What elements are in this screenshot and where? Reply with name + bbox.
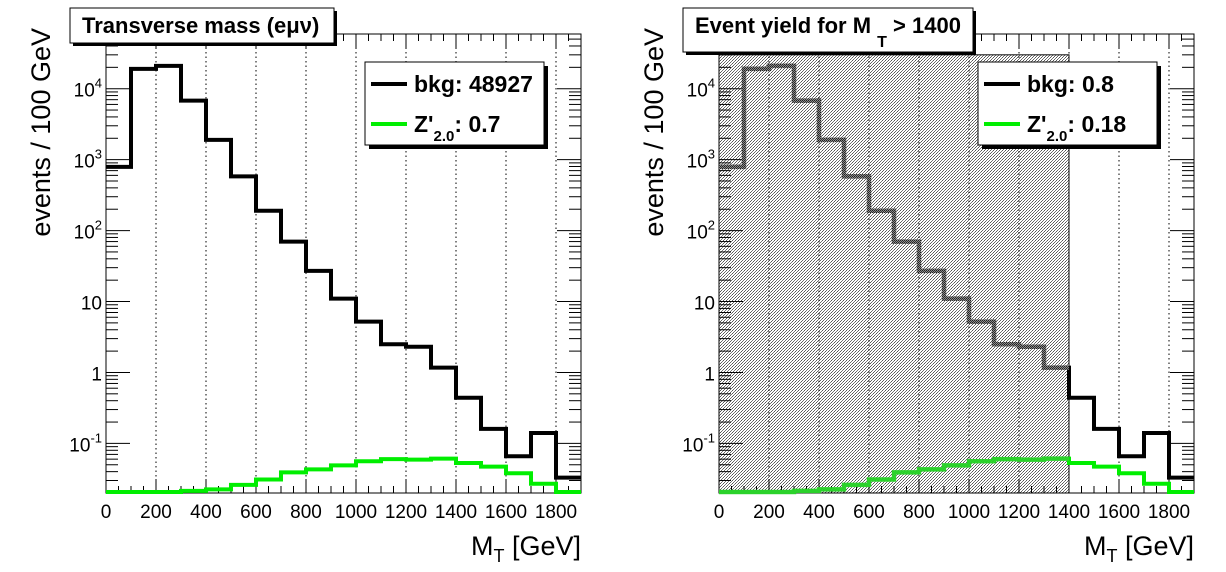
x-axis-title-unit: [GeV] <box>504 531 581 561</box>
y-tick-exponent: 2 <box>95 218 102 233</box>
y-tick-base: 10 <box>69 435 90 456</box>
y-tick-exponent: -1 <box>90 430 102 445</box>
y-tick-label: 102 <box>687 218 715 244</box>
y-tick-base: 1 <box>704 364 715 385</box>
x-tick-label: 1800 <box>535 502 577 523</box>
chart-title-sub: T <box>877 34 887 51</box>
y-tick-exponent: -1 <box>703 430 715 445</box>
legend-label: bkg: 0.8 <box>1027 71 1114 97</box>
histogram-shaded-overlay <box>719 456 1069 495</box>
legend-label-value: : 0.7 <box>454 111 500 137</box>
legend-label-name: Z' <box>1027 111 1047 137</box>
x-tick-label: 0 <box>101 502 112 523</box>
y-tick-label: 10-1 <box>682 430 715 456</box>
x-axis-title-sub: T <box>493 546 504 566</box>
y-tick-exponent: 4 <box>95 76 102 91</box>
legend-box <box>364 61 545 146</box>
x-axis-title-main: M <box>471 531 494 561</box>
title-box <box>682 7 974 53</box>
x-tick-label: 1600 <box>485 502 527 523</box>
legend-label-sub: 2.0 <box>1047 128 1068 145</box>
legend-label: bkg: 48927 <box>414 71 533 97</box>
legend-label-value: : 0.8 <box>1068 71 1114 97</box>
x-tick-label: 1400 <box>1048 502 1090 523</box>
title-box <box>69 7 335 44</box>
x-tick-label: 1200 <box>998 502 1040 523</box>
x-tick-label: 600 <box>853 502 885 523</box>
y-tick-base: 10 <box>687 81 708 102</box>
x-tick-label: 1600 <box>1098 502 1140 523</box>
x-tick-label: 600 <box>240 502 272 523</box>
x-tick-label: 0 <box>714 502 725 523</box>
legend-label: Z'2.0: 0.7 <box>414 111 500 145</box>
legend-box <box>977 61 1158 146</box>
y-tick-base: 10 <box>694 294 715 315</box>
y-tick-label: 102 <box>74 218 102 244</box>
y-tick-exponent: 3 <box>95 147 102 162</box>
x-tick-label: 1000 <box>948 502 990 523</box>
x-tick-label: 200 <box>140 502 172 523</box>
x-tick-label: 400 <box>190 502 222 523</box>
chart-title-main: Event yield for M <box>695 13 877 38</box>
y-tick-label: 10 <box>81 294 102 315</box>
x-tick-label: 800 <box>290 502 322 523</box>
y-tick-label: 10-1 <box>69 430 102 456</box>
x-axis-title-sub: T <box>1106 546 1117 566</box>
y-tick-base: 10 <box>687 152 708 173</box>
legend-label-name: bkg <box>414 71 455 97</box>
y-tick-label: 103 <box>687 147 715 173</box>
x-tick-label: 1400 <box>435 502 477 523</box>
panel-transverse-mass: 0 200 400 600 800 1000 1200 1400 1600 180010-1110… <box>26 7 582 566</box>
y-tick-label: 104 <box>74 76 102 102</box>
y-tick-base: 10 <box>74 81 95 102</box>
y-axis-title: events / 100 GeV <box>639 28 669 237</box>
y-axis-title: events / 100 GeV <box>26 28 56 237</box>
legend-label-name: Z' <box>414 111 434 137</box>
x-axis-title-main: M <box>1084 531 1107 561</box>
x-tick-label: 800 <box>903 502 935 523</box>
y-tick-base: 10 <box>687 223 708 244</box>
x-axis-title: MT [GeV] <box>1084 531 1194 566</box>
legend-label-name: bkg <box>1027 71 1068 97</box>
legend-label-value: : 48927 <box>455 71 533 97</box>
y-tick-label: 1 <box>91 364 102 385</box>
x-tick-label: 1800 <box>1148 502 1190 523</box>
chart-title: Event yield for M T > 1400 <box>695 13 961 51</box>
x-tick-label: 1200 <box>385 502 427 523</box>
y-tick-label: 104 <box>687 76 715 102</box>
y-tick-base: 1 <box>91 364 102 385</box>
y-tick-label: 10 <box>694 294 715 315</box>
y-tick-label: 1 <box>704 364 715 385</box>
x-axis-title-unit: [GeV] <box>1117 531 1194 561</box>
legend-label-sub: 2.0 <box>434 128 455 145</box>
chart-title-tail: > 1400 <box>887 13 961 38</box>
y-tick-exponent: 2 <box>708 218 715 233</box>
y-tick-base: 10 <box>81 294 102 315</box>
histogram-shaded-overlay <box>719 63 1069 370</box>
legend-label: Z'2.0: 0.18 <box>1027 111 1126 145</box>
legend-label-value: : 0.18 <box>1067 111 1126 137</box>
y-tick-base: 10 <box>74 152 95 173</box>
y-tick-base: 10 <box>74 223 95 244</box>
x-axis-title: MT [GeV] <box>471 531 581 566</box>
chart-title: Transverse mass (eμν) <box>82 13 319 38</box>
y-tick-exponent: 4 <box>708 76 715 91</box>
x-tick-label: 1000 <box>335 502 377 523</box>
panel-event-yield: 0 200 400 600 800 1000 1200 1400 1600 180010-1110… <box>639 7 1195 566</box>
histogram-zprime <box>106 456 581 494</box>
histogram-bkg <box>106 63 581 480</box>
y-tick-label: 103 <box>74 147 102 173</box>
y-tick-exponent: 3 <box>708 147 715 162</box>
x-tick-label: 400 <box>803 502 835 523</box>
y-tick-base: 10 <box>682 435 703 456</box>
x-tick-label: 200 <box>753 502 785 523</box>
